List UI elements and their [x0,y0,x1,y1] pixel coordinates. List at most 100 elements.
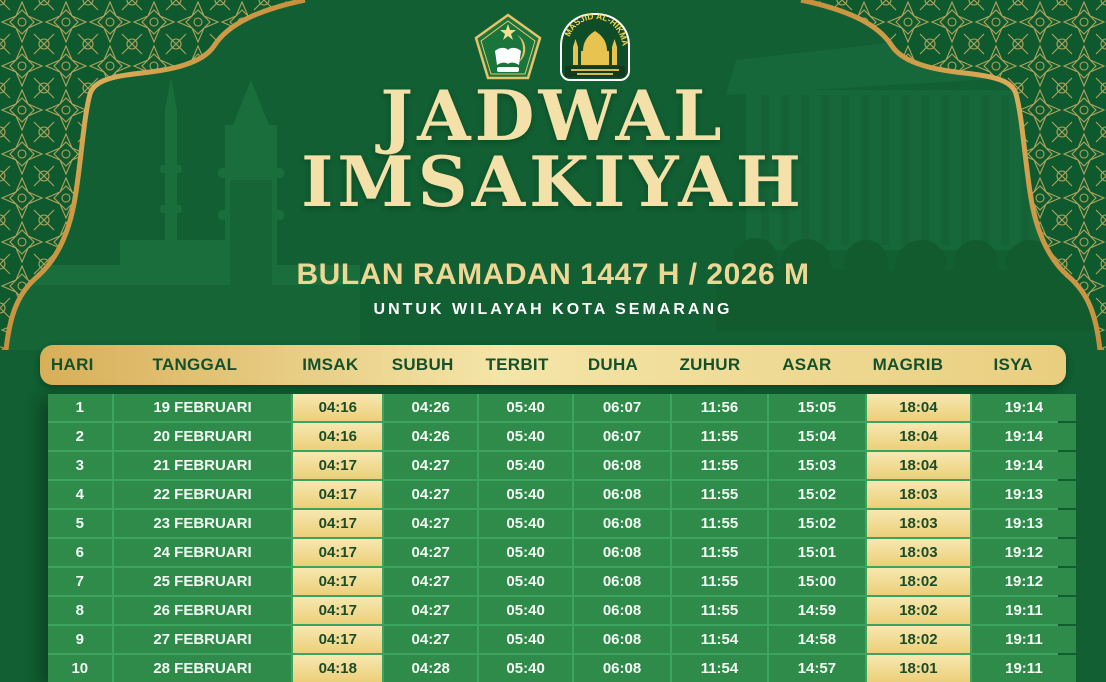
cell-time-terbit: 05:40 [479,423,573,450]
cell-time-imsak: 04:17 [293,539,383,566]
column-header-imsak: IMSAK [302,355,359,374]
table-row: 10 28 FEBRUARI 04:18 04:28 05:40 06:08 11:54 14… [48,655,1076,682]
cell-time-duha: 06:07 [574,394,670,421]
cell-time-asar: 14:58 [768,626,865,653]
cell-time-zuhur: 11:55 [672,510,767,537]
cell-time-magrib: 18:02 [866,568,970,595]
cell-day: 4 [48,481,112,508]
cell-day: 8 [48,597,112,624]
table-row: 1 19 FEBRUARI 04:16 04:26 05:40 06:07 11:56 15:… [48,394,1076,421]
column-header-subuh: SUBUH [391,355,454,374]
page-title: JADWAL IMSAKIYAH [0,76,1106,216]
cell-time-imsak: 04:16 [293,394,383,421]
column-header-isya: ISYA [993,355,1033,374]
title-line1: JADWAL [380,76,726,157]
table-row: 8 26 FEBRUARI 04:17 04:27 05:40 06:08 11:55 14:… [48,597,1076,624]
cell-time-magrib: 18:03 [866,481,970,508]
cell-time-subuh: 04:27 [384,539,478,566]
cell-time-magrib: 18:01 [866,655,970,682]
cell-time-magrib: 18:02 [866,626,970,653]
cell-time-asar: 15:05 [768,394,865,421]
cell-time-duha: 06:07 [574,423,670,450]
kemenag-logo-icon [474,13,542,80]
cell-time-subuh: 04:28 [384,655,478,682]
cell-day: 10 [48,655,112,682]
cell-time-magrib: 18:03 [866,510,970,537]
table-header-row: HARI TANGGAL IMSAK SUBUH TERBIT DUHA ZUHUR ASAR… [40,345,1066,385]
cell-date: 21 FEBRUARI [113,452,292,479]
table-body: 1 19 FEBRUARI 04:16 04:26 05:40 06:07 11:56 15:… [48,394,1076,682]
cell-time-subuh: 04:26 [384,394,478,421]
cell-time-subuh: 04:27 [384,481,478,508]
cell-time-terbit: 05:40 [479,539,573,566]
cell-time-isya: 19:12 [971,539,1076,566]
column-header-duha: DUHA [587,355,639,374]
cell-day: 2 [48,423,112,450]
cell-time-isya: 19:13 [971,510,1076,537]
cell-time-isya: 19:14 [971,423,1076,450]
logo-row: MASJID AL-HIKMAH [0,13,1106,81]
cell-time-subuh: 04:27 [384,626,478,653]
cell-time-zuhur: 11:55 [672,597,767,624]
cell-time-zuhur: 11:55 [672,568,767,595]
cell-time-duha: 06:08 [574,626,670,653]
cell-day: 9 [48,626,112,653]
cell-time-magrib: 18:04 [866,423,970,450]
cell-day: 6 [48,539,112,566]
table-row: 2 20 FEBRUARI 04:16 04:26 05:40 06:07 11:55 15:… [48,423,1076,450]
cell-time-imsak: 04:17 [293,568,383,595]
cell-time-subuh: 04:27 [384,452,478,479]
cell-day: 3 [48,452,112,479]
cell-time-imsak: 04:18 [293,655,383,682]
cell-time-duha: 06:08 [574,539,670,566]
cell-day: 7 [48,568,112,595]
cell-time-isya: 19:11 [971,655,1076,682]
cell-day: 5 [48,510,112,537]
cell-time-magrib: 18:02 [866,597,970,624]
cell-time-isya: 19:14 [971,452,1076,479]
cell-time-zuhur: 11:56 [672,394,767,421]
cell-time-magrib: 18:03 [866,539,970,566]
cell-time-terbit: 05:40 [479,597,573,624]
column-header-hari: HARI [50,355,94,374]
column-header-tanggal: TANGGAL [152,355,238,374]
cell-time-asar: 15:04 [768,423,865,450]
cell-time-zuhur: 11:55 [672,423,767,450]
cell-date: 26 FEBRUARI [113,597,292,624]
column-header-asar: ASAR [782,355,832,374]
cell-time-duha: 06:08 [574,510,670,537]
cell-time-duha: 06:08 [574,568,670,595]
cell-date: 24 FEBRUARI [113,539,292,566]
cell-time-magrib: 18:04 [866,452,970,479]
cell-time-asar: 15:00 [768,568,865,595]
cell-time-terbit: 05:40 [479,510,573,537]
cell-time-imsak: 04:17 [293,597,383,624]
cell-time-terbit: 05:40 [479,394,573,421]
table-row: 7 25 FEBRUARI 04:17 04:27 05:40 06:08 11:55 15:… [48,568,1076,595]
cell-date: 28 FEBRUARI [113,655,292,682]
column-header-magrib: MAGRIB [872,355,944,374]
cell-time-imsak: 04:17 [293,626,383,653]
cell-time-asar: 15:03 [768,452,865,479]
cell-day: 1 [48,394,112,421]
cell-time-isya: 19:12 [971,568,1076,595]
cell-time-asar: 14:59 [768,597,865,624]
column-header-zuhur: ZUHUR [679,355,741,374]
table-row: 6 24 FEBRUARI 04:17 04:27 05:40 06:08 11:55 15:… [48,539,1076,566]
cell-time-imsak: 04:16 [293,423,383,450]
cell-time-terbit: 05:40 [479,568,573,595]
cell-time-duha: 06:08 [574,597,670,624]
cell-time-subuh: 04:27 [384,510,478,537]
cell-time-isya: 19:13 [971,481,1076,508]
cell-time-zuhur: 11:54 [672,655,767,682]
al-hikmah-logo-icon: MASJID AL-HIKMAH [557,13,631,81]
cell-date: 20 FEBRUARI [113,423,292,450]
cell-time-duha: 06:08 [574,481,670,508]
cell-date: 23 FEBRUARI [113,510,292,537]
column-header-terbit: TERBIT [485,355,549,374]
cell-time-subuh: 04:26 [384,423,478,450]
cell-date: 19 FEBRUARI [113,394,292,421]
cell-time-zuhur: 11:55 [672,452,767,479]
cell-time-terbit: 05:40 [479,452,573,479]
cell-time-subuh: 04:27 [384,597,478,624]
